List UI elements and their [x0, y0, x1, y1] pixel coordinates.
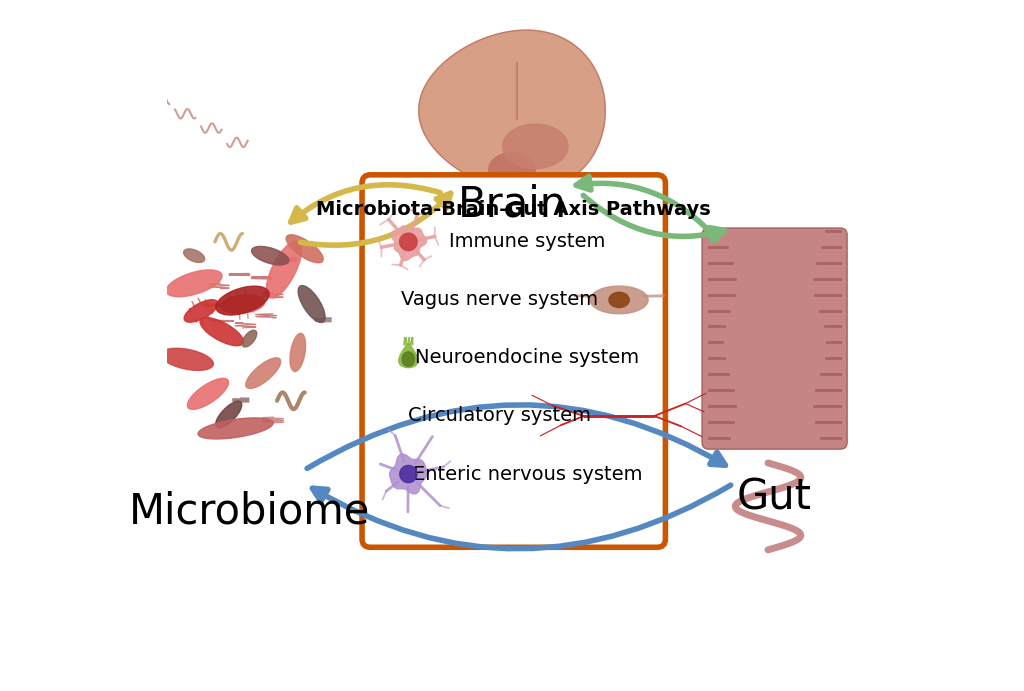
Text: Vagus nerve system: Vagus nerve system	[401, 290, 598, 310]
Polygon shape	[220, 295, 264, 313]
Polygon shape	[609, 292, 630, 307]
Polygon shape	[183, 249, 205, 263]
Polygon shape	[503, 124, 568, 169]
Polygon shape	[390, 454, 427, 494]
Polygon shape	[184, 300, 218, 322]
Polygon shape	[488, 153, 536, 188]
Text: Gut: Gut	[737, 477, 812, 519]
Text: Microbiome: Microbiome	[129, 491, 370, 533]
Text: Immune system: Immune system	[450, 232, 606, 252]
Polygon shape	[216, 286, 269, 315]
Text: Neuroendocine system: Neuroendocine system	[416, 348, 640, 368]
Polygon shape	[198, 418, 273, 439]
FancyBboxPatch shape	[362, 175, 666, 547]
Polygon shape	[286, 235, 324, 263]
Text: Microbiota-Brain-Gut Axis Pathways: Microbiota-Brain-Gut Axis Pathways	[316, 200, 711, 219]
Polygon shape	[266, 241, 302, 298]
Polygon shape	[216, 401, 242, 428]
Polygon shape	[290, 333, 305, 372]
Polygon shape	[402, 352, 415, 366]
Polygon shape	[398, 343, 418, 368]
Polygon shape	[252, 247, 289, 265]
Polygon shape	[298, 285, 325, 323]
Polygon shape	[399, 466, 417, 482]
Polygon shape	[590, 286, 648, 314]
Polygon shape	[166, 270, 222, 296]
Polygon shape	[391, 226, 427, 261]
FancyBboxPatch shape	[702, 228, 847, 449]
Polygon shape	[419, 30, 605, 191]
Text: Brain: Brain	[458, 183, 566, 225]
Polygon shape	[161, 348, 213, 370]
Polygon shape	[246, 358, 281, 388]
Polygon shape	[399, 233, 417, 251]
Text: Circulatory system: Circulatory system	[409, 406, 592, 426]
Polygon shape	[242, 330, 257, 347]
Polygon shape	[200, 318, 244, 346]
Polygon shape	[187, 379, 228, 409]
Text: Enteric nervous system: Enteric nervous system	[413, 464, 642, 484]
